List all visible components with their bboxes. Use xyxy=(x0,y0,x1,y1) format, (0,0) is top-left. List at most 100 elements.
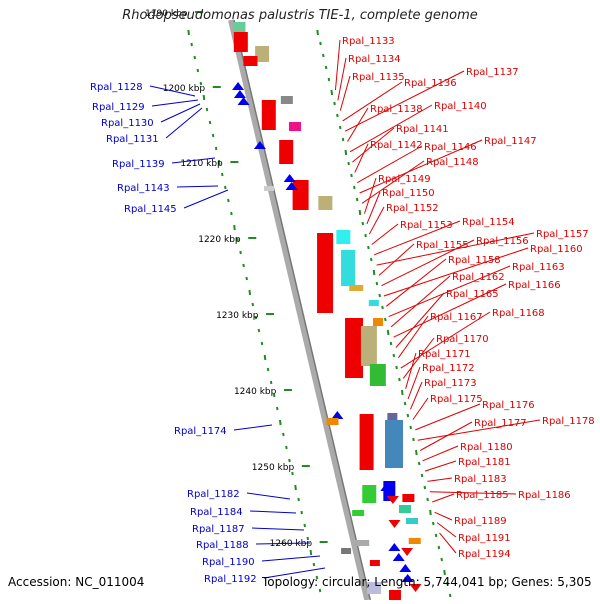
gene-leader-right xyxy=(390,275,451,328)
scale-dot-left xyxy=(217,159,221,166)
scale-dot-left xyxy=(300,510,303,515)
scale-dot-left xyxy=(199,81,203,86)
gene-block xyxy=(373,318,384,326)
gene-label-right: Rpal_1194 xyxy=(458,549,511,560)
gene-block xyxy=(359,414,374,470)
gene-label-right: Rpal_1173 xyxy=(424,378,477,389)
gene-label-right: Rpal_1158 xyxy=(448,255,501,266)
gene-leader-right xyxy=(385,258,447,307)
scale-dot-right xyxy=(327,77,331,82)
gene-label-right: Rpal_1162 xyxy=(452,272,505,283)
scale-dot-right xyxy=(392,353,396,358)
scale-dot-left xyxy=(269,380,273,385)
gene-block xyxy=(352,510,365,516)
gene-label-left: Rpal_1190 xyxy=(202,557,255,568)
gene-block xyxy=(345,318,364,378)
scale-dot-left xyxy=(263,354,267,361)
scale-label: 1230 kbp xyxy=(216,311,259,321)
scale-dot-left xyxy=(190,42,193,47)
scale-dot-left xyxy=(187,29,190,36)
gene-label-right: Rpal_1166 xyxy=(508,280,561,291)
scale-dot-left xyxy=(279,419,282,426)
scale-dot-left xyxy=(260,341,264,346)
gene-label-right: Rpal_1176 xyxy=(482,400,535,411)
gene-label-left: Rpal_1128 xyxy=(90,82,143,93)
scale-dot-right xyxy=(400,389,404,396)
gene-label-left: Rpal_1131 xyxy=(106,134,159,145)
gene-label-right: Rpal_1141 xyxy=(396,124,449,135)
gene-leader-right xyxy=(436,522,457,538)
gene-leader-left xyxy=(176,185,219,188)
gene-leader-left xyxy=(246,492,291,500)
scale-dot-right xyxy=(355,197,359,202)
scale-dot-right xyxy=(372,269,376,276)
scale-dot-left xyxy=(245,276,248,281)
gene-leader-right xyxy=(419,421,473,451)
gene-block xyxy=(336,230,351,244)
scale-dot-right xyxy=(324,65,328,70)
gene-label-left: Rpal_1129 xyxy=(92,102,145,113)
gene-label-right: Rpal_1168 xyxy=(492,308,545,319)
scale-dot-left xyxy=(251,302,255,307)
gene-label-right: Rpal_1146 xyxy=(424,142,477,153)
gene-leader-left xyxy=(263,567,326,579)
scale-dot-left xyxy=(309,549,313,556)
gene-leader-right xyxy=(427,477,453,482)
scale-label: 1210 kbp xyxy=(180,159,223,169)
gene-block xyxy=(369,364,386,386)
gene-leader-left xyxy=(233,424,273,431)
gene-leader-left xyxy=(261,555,321,562)
gene-label-right: Rpal_1137 xyxy=(466,67,519,78)
gene-leader-right xyxy=(429,491,517,495)
gene-leader-right xyxy=(402,337,435,379)
gene-leader-right xyxy=(417,419,541,441)
scale-label: 1260 kbp xyxy=(270,539,313,549)
gene-label-left: Rpal_1143 xyxy=(117,183,170,194)
gene-label-right: Rpal_1186 xyxy=(518,490,571,501)
gene-label-right: Rpal_1154 xyxy=(462,217,515,228)
scale-dot-right xyxy=(316,29,319,36)
gene-label-right: Rpal_1172 xyxy=(422,363,475,374)
gene-leader-left xyxy=(255,542,311,545)
accession-text: Accession: NC_011004 xyxy=(8,575,145,589)
gene-leader-right xyxy=(410,381,423,410)
scale-dot-left xyxy=(205,107,209,112)
gene-leader-left xyxy=(165,107,203,139)
gene-label-right: Rpal_1157 xyxy=(536,229,589,240)
gene-leader-right xyxy=(342,81,403,122)
scale-dot-right xyxy=(319,41,322,46)
gene-arrow-forward xyxy=(232,82,245,90)
scale-dot-right xyxy=(384,317,387,322)
scale-dot-left xyxy=(266,367,270,372)
gene-arrow-forward xyxy=(283,174,296,182)
gene-label-right: Rpal_1181 xyxy=(458,457,511,468)
gene-label-right: Rpal_1160 xyxy=(530,244,583,255)
scale-dot-right xyxy=(423,485,427,490)
gene-label-right: Rpal_1134 xyxy=(348,54,401,65)
gene-leader-left xyxy=(151,99,199,107)
gene-arrow-forward xyxy=(253,141,266,149)
gene-leader-left xyxy=(160,103,201,123)
gene-block xyxy=(367,582,382,594)
scale-label: 1200 kbp xyxy=(163,84,206,94)
gene-leader-right xyxy=(349,104,433,153)
gene-label-right: Rpal_1142 xyxy=(370,140,423,151)
gene-label-right: Rpal_1180 xyxy=(460,442,513,453)
scale-dot-right xyxy=(350,173,353,178)
gene-label-right: Rpal_1177 xyxy=(474,418,527,429)
scale-dot-right xyxy=(341,137,345,142)
gene-leader-right xyxy=(344,70,465,132)
gene-leader-right xyxy=(352,127,395,163)
scale-dot-left xyxy=(291,471,294,476)
gene-leader-right xyxy=(334,39,341,91)
gene-arrow-forward xyxy=(233,90,246,98)
scale-label: 1220 kbp xyxy=(198,235,241,245)
scale-dot-right xyxy=(347,161,350,166)
gene-leader-right xyxy=(378,243,415,276)
gene-label-right: Rpal_1149 xyxy=(378,174,431,185)
gene-label-left: Rpal_1139 xyxy=(112,159,165,170)
scale-dot-right xyxy=(358,209,362,216)
gene-leader-right xyxy=(383,247,529,297)
gene-block xyxy=(317,233,334,313)
